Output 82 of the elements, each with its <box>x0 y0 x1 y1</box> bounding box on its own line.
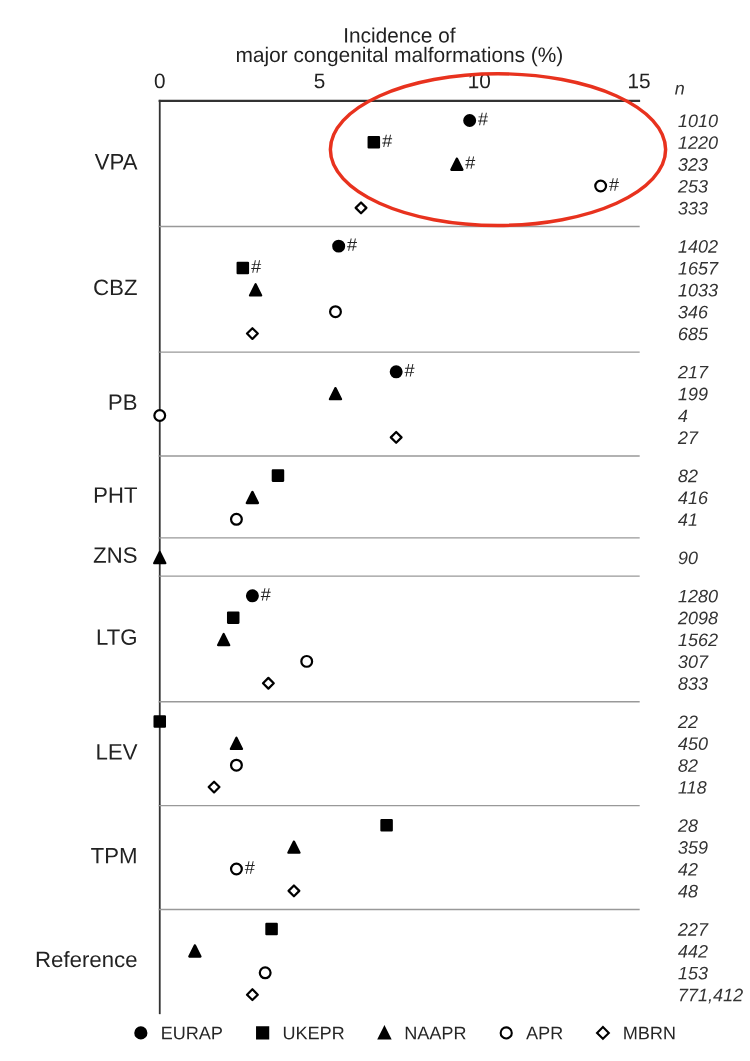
y-tick-label: 833 <box>678 677 708 690</box>
y-axis-title: TPM <box>91 847 136 864</box>
annotation: # <box>251 260 262 273</box>
y-tick-label: 42 <box>678 862 698 876</box>
y-axis-title: Reference <box>36 951 137 968</box>
y-axis-title: LTG <box>97 629 136 645</box>
y-tick-label: 346 <box>678 305 709 319</box>
y-tick-label: 416 <box>678 491 709 505</box>
point <box>236 261 250 275</box>
annotation: # <box>478 112 488 126</box>
point <box>216 632 231 647</box>
y-axis-title: LEV <box>97 744 138 760</box>
y-tick-label: 323 <box>678 158 708 171</box>
point <box>245 327 259 341</box>
y-tick-label: 118 <box>678 781 707 794</box>
point <box>248 283 263 297</box>
y-tick-label: 307 <box>678 655 709 669</box>
annotation: # <box>465 156 476 169</box>
point <box>463 113 477 127</box>
point <box>245 589 259 603</box>
y-tick-label: 82 <box>678 759 698 772</box>
y-tick-label: 28 <box>677 819 698 833</box>
point <box>354 201 368 215</box>
y-tick-label: 1657 <box>678 261 719 275</box>
y-axis-title: VPA <box>94 154 138 170</box>
y-tick-label: 90 <box>678 551 698 565</box>
annotation: # <box>347 238 357 251</box>
legend-label: APR <box>526 1026 563 1040</box>
point <box>300 654 314 668</box>
annotation: # <box>260 588 271 601</box>
y-tick-label: 41 <box>678 513 697 526</box>
y-axis-title: ZNS <box>93 547 137 563</box>
legend-label: NAAPR <box>405 1026 466 1040</box>
y-tick-label: 217 <box>677 365 709 379</box>
legend-label: MBRN <box>624 1026 675 1040</box>
y-tick-label: 227 <box>677 923 709 936</box>
y-tick-label: 1033 <box>678 283 718 297</box>
y-tick-label: 1562 <box>678 633 718 647</box>
x-axis-title: Incidence of major congenital malformations (%) <box>236 27 562 67</box>
annotation: # <box>382 134 393 147</box>
y-axis-title: CBZ <box>94 279 137 296</box>
y-tick-label: 442 <box>678 944 708 958</box>
y-axis-title: PB <box>109 394 137 410</box>
x-tick-label: 15 <box>629 73 650 89</box>
x-tick-label: 5 <box>314 73 325 89</box>
point <box>594 179 608 193</box>
point <box>226 611 240 624</box>
x-tick-label: 0 <box>154 73 165 89</box>
y-tick-label: 4 <box>678 409 688 423</box>
y-axis-title: PHT <box>94 487 138 503</box>
point <box>332 239 346 253</box>
text: n <box>675 84 684 95</box>
y-tick-label: 685 <box>678 327 709 341</box>
y-tick-label: 48 <box>678 884 698 898</box>
y-tick-label: 450 <box>678 737 708 751</box>
point <box>265 922 278 936</box>
point <box>367 136 381 149</box>
y-tick-label: 199 <box>678 387 708 401</box>
y-tick-label: 333 <box>678 201 708 215</box>
point <box>245 988 259 1002</box>
point <box>450 157 464 171</box>
y-tick-label: 2098 <box>677 611 718 625</box>
y-tick-label: 1402 <box>678 240 718 253</box>
y-tick-label: 359 <box>678 841 708 854</box>
legend-label: UKEPR <box>283 1026 344 1040</box>
y-tick-label: 1010 <box>678 114 718 128</box>
y-tick-label: 27 <box>677 431 699 444</box>
annotation: # <box>404 364 415 377</box>
point <box>261 676 275 690</box>
y-tick-label: 253 <box>677 179 708 193</box>
y-tick-label: 153 <box>678 966 708 980</box>
y-tick-label: 82 <box>678 469 698 483</box>
legend-label: EURAP <box>162 1026 222 1040</box>
annotation: # <box>244 861 255 874</box>
y-tick-label: 22 <box>677 715 698 729</box>
point <box>258 966 272 980</box>
point <box>328 305 342 319</box>
point <box>188 944 202 958</box>
y-tick-label: 771,412 <box>679 988 743 1004</box>
y-tick-label: 1280 <box>678 589 718 603</box>
annotation: # <box>609 178 619 191</box>
y-tick-label: 1220 <box>678 136 718 150</box>
